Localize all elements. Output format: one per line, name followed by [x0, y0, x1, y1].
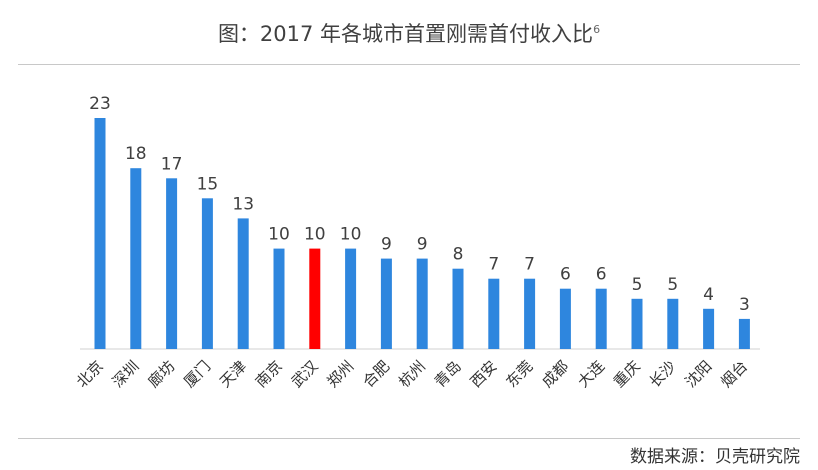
bar-3: [166, 178, 178, 349]
bar-12: [488, 278, 500, 349]
bar-5: [237, 218, 249, 349]
category-label-13: 东莞: [502, 357, 536, 391]
value-label-19: 3: [739, 295, 750, 315]
top-divider: [18, 64, 800, 65]
bar-14: [559, 288, 571, 349]
value-label-1: 23: [89, 94, 111, 114]
chart-title-text: 图：2017 年各城市首置刚需首付收入比: [217, 22, 594, 46]
value-label-11: 8: [453, 245, 464, 265]
category-label-6: 南京: [252, 357, 286, 391]
category-label-3: 廊坊: [144, 357, 178, 391]
value-label-12: 7: [488, 255, 499, 275]
category-labels-group: 北京 深圳 廊坊 厦门 天津 南京 武汉 郑州 合肥 杭州 青岛 西安 东莞 成都 大连 重庆 长沙 沈阳 烟台: [73, 357, 751, 391]
category-label-1: 北京: [73, 357, 107, 391]
value-label-9: 9: [381, 235, 392, 255]
category-label-19: 烟台: [717, 357, 751, 391]
bar-1: [94, 118, 106, 349]
value-label-16: 5: [632, 275, 643, 295]
value-label-5: 13: [232, 194, 254, 214]
value-label-7: 10: [304, 225, 326, 245]
bar-8: [345, 248, 357, 349]
bottom-divider: [18, 438, 800, 439]
value-label-10: 9: [417, 235, 428, 255]
category-label-7: 武汉: [288, 357, 322, 391]
title-footnote-marker: 6: [593, 23, 601, 36]
category-label-10: 杭州: [395, 357, 429, 391]
value-label-13: 7: [524, 255, 535, 275]
bar-10: [416, 258, 428, 349]
bar-16: [631, 298, 643, 349]
category-label-17: 长沙: [646, 357, 680, 391]
category-label-5: 天津: [216, 357, 250, 391]
bar-7: [309, 248, 321, 349]
category-label-12: 西安: [467, 357, 501, 391]
bar-15: [595, 288, 607, 349]
category-label-14: 成都: [538, 357, 572, 391]
value-label-17: 5: [667, 275, 678, 295]
bar-6: [273, 248, 285, 349]
value-label-4: 15: [197, 174, 219, 194]
bar-11: [452, 268, 464, 349]
bar-17: [667, 298, 679, 349]
value-label-3: 17: [161, 154, 183, 174]
bar-18: [703, 308, 715, 349]
category-label-16: 重庆: [610, 357, 644, 391]
category-label-8: 郑州: [323, 357, 357, 391]
bar-2: [130, 168, 142, 349]
value-label-6: 10: [268, 225, 290, 245]
bar-4: [201, 198, 213, 349]
bars-group: [94, 118, 750, 349]
value-label-15: 6: [596, 265, 607, 285]
chart-title: 图：2017 年各城市首置刚需首付收入比6: [0, 18, 818, 48]
category-label-2: 深圳: [109, 357, 143, 391]
category-label-15: 大连: [574, 357, 608, 391]
bar-9: [380, 258, 392, 349]
bar-13: [524, 278, 536, 349]
value-label-18: 4: [703, 285, 714, 305]
value-label-14: 6: [560, 265, 571, 285]
category-label-18: 沈阳: [681, 357, 715, 391]
value-label-8: 10: [340, 225, 362, 245]
bar-19: [738, 318, 750, 349]
value-label-2: 18: [125, 144, 147, 164]
value-labels-group: 23 18 17 15 13 10 10 10 9 9 8 7 7 6 6 5 5 4 3: [89, 94, 750, 315]
source-note: 数据来源：贝壳研究院: [630, 447, 800, 467]
category-label-11: 青岛: [431, 357, 465, 391]
category-label-4: 厦门: [180, 357, 214, 391]
category-label-9: 合肥: [359, 357, 393, 391]
